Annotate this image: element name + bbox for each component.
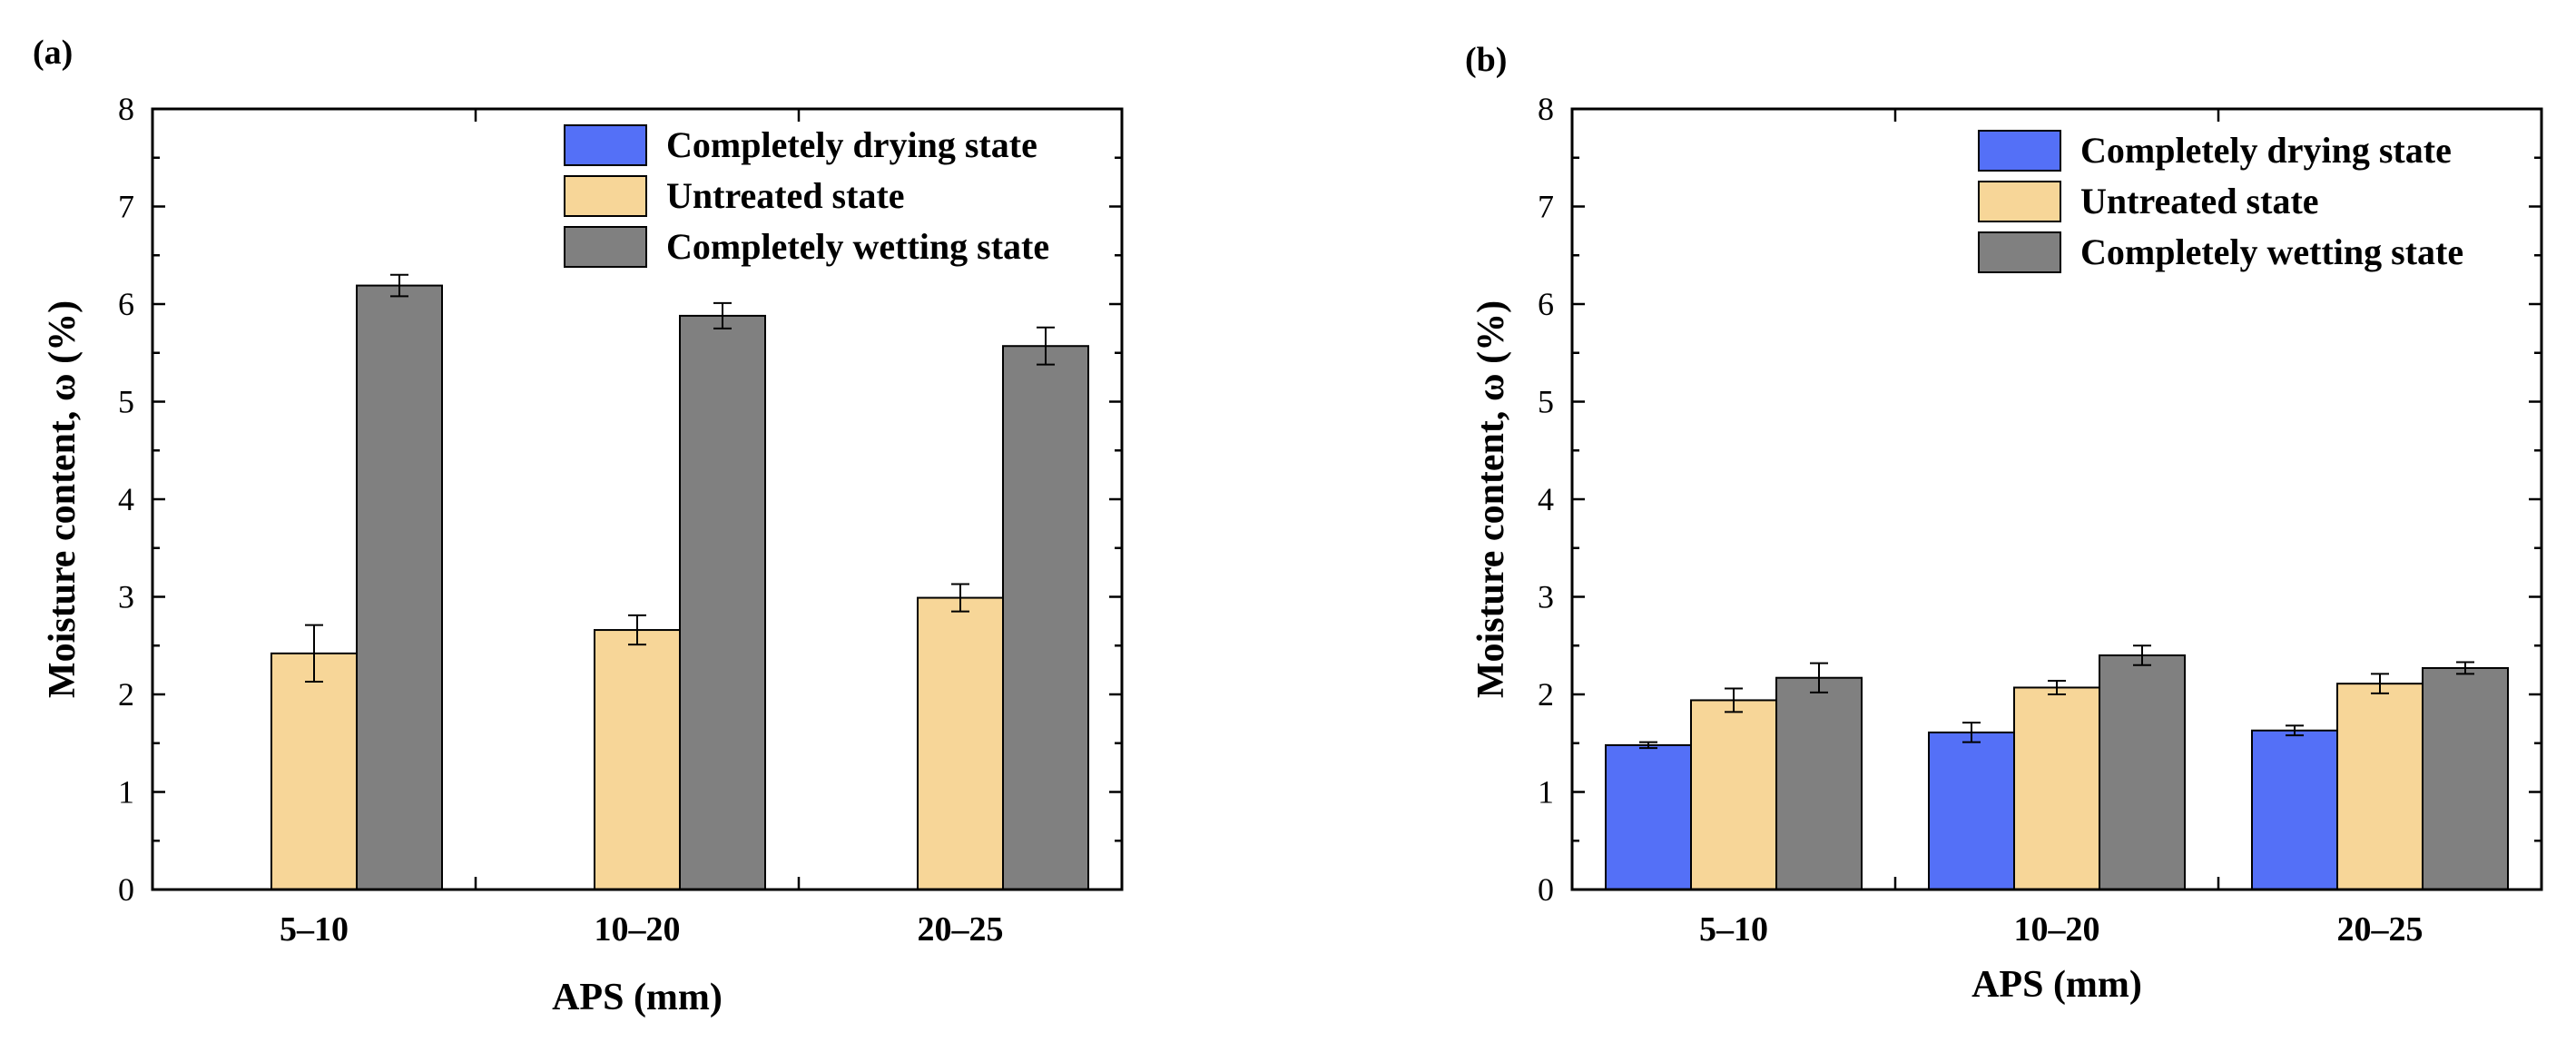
y-axis-title: Moisture content, ω (%) (42, 300, 84, 698)
legend-swatch-0 (564, 124, 647, 166)
bar-2-0 (1775, 676, 1863, 890)
y-tick-label: 7 (118, 189, 134, 225)
legend-label-1: Untreated state (2080, 181, 2319, 221)
legend-label-0: Completely drying state (666, 124, 1037, 165)
bar-0-1 (1928, 731, 2015, 890)
bar-2-0 (356, 284, 443, 890)
y-tick-label: 3 (118, 579, 134, 615)
bar-2-1 (679, 314, 766, 890)
y-tick-label: 5 (118, 384, 134, 420)
bar-2-1 (2099, 654, 2186, 890)
x-category-label: 20–25 (2337, 910, 2424, 949)
x-category-label: 10–20 (595, 910, 681, 949)
x-category-label: 5–10 (280, 910, 349, 949)
legend-swatch-2 (564, 226, 647, 268)
legend-swatch-1 (564, 175, 647, 217)
chart-panel-b: (b) 0 1 2 3 4 5 6 7 8 5–10 10–20 20–25 APS (mm) Moistu… (1465, 41, 2543, 1006)
y-tick-label: 1 (1538, 774, 1554, 811)
legend-swatch-0 (1978, 130, 2061, 172)
y-tick-label: 0 (118, 871, 134, 908)
bar-1-0 (270, 652, 358, 890)
legend-swatch-1 (1978, 181, 2061, 222)
y-tick-label: 8 (118, 91, 134, 127)
legend-label-0: Completely drying state (2080, 130, 2452, 171)
bar-1-2 (917, 596, 1004, 890)
panel-label: (b) (1465, 41, 1507, 79)
x-axis-title: APS (mm) (1971, 964, 2142, 1006)
bar-1-2 (2336, 683, 2424, 890)
panel-label: (a) (33, 34, 73, 72)
y-tick-label: 5 (1538, 384, 1554, 420)
y-tick-label: 1 (118, 774, 134, 811)
x-axis-title: APS (mm) (552, 977, 723, 1018)
y-tick-label: 6 (118, 286, 134, 322)
bar-0-0 (1605, 743, 1692, 891)
y-tick-label: 2 (118, 676, 134, 713)
y-tick-label: 4 (1538, 481, 1554, 517)
legend-swatch-2 (1978, 231, 2061, 273)
y-tick-label: 2 (1538, 676, 1554, 713)
y-tick-label: 7 (1538, 189, 1554, 225)
y-tick-label: 6 (1538, 286, 1554, 322)
y-axis-title: Moisture content, ω (%) (1470, 300, 1512, 698)
chart-panel-a: (a) 0 1 2 3 4 5 6 7 8 5–10 10–20 20–25 APS (mm) Moistu… (33, 34, 1124, 1018)
bar-2-2 (1002, 345, 1089, 891)
legend-label-1: Untreated state (666, 175, 905, 216)
bar-2-2 (2422, 666, 2509, 890)
legend-label-2: Completely wetting state (666, 226, 1049, 267)
x-category-label: 20–25 (918, 910, 1004, 949)
y-tick-label: 0 (1538, 871, 1554, 908)
bar-1-0 (1690, 699, 1777, 891)
bar-1-1 (594, 629, 681, 890)
x-category-label: 5–10 (1699, 910, 1768, 949)
y-tick-label: 3 (1538, 579, 1554, 615)
x-category-label: 10–20 (2014, 910, 2100, 949)
bar-0-2 (2251, 729, 2338, 891)
legend-label-2: Completely wetting state (2080, 231, 2463, 272)
y-tick-label: 8 (1538, 91, 1554, 127)
y-tick-label: 4 (118, 481, 134, 517)
bar-1-1 (2013, 686, 2100, 890)
